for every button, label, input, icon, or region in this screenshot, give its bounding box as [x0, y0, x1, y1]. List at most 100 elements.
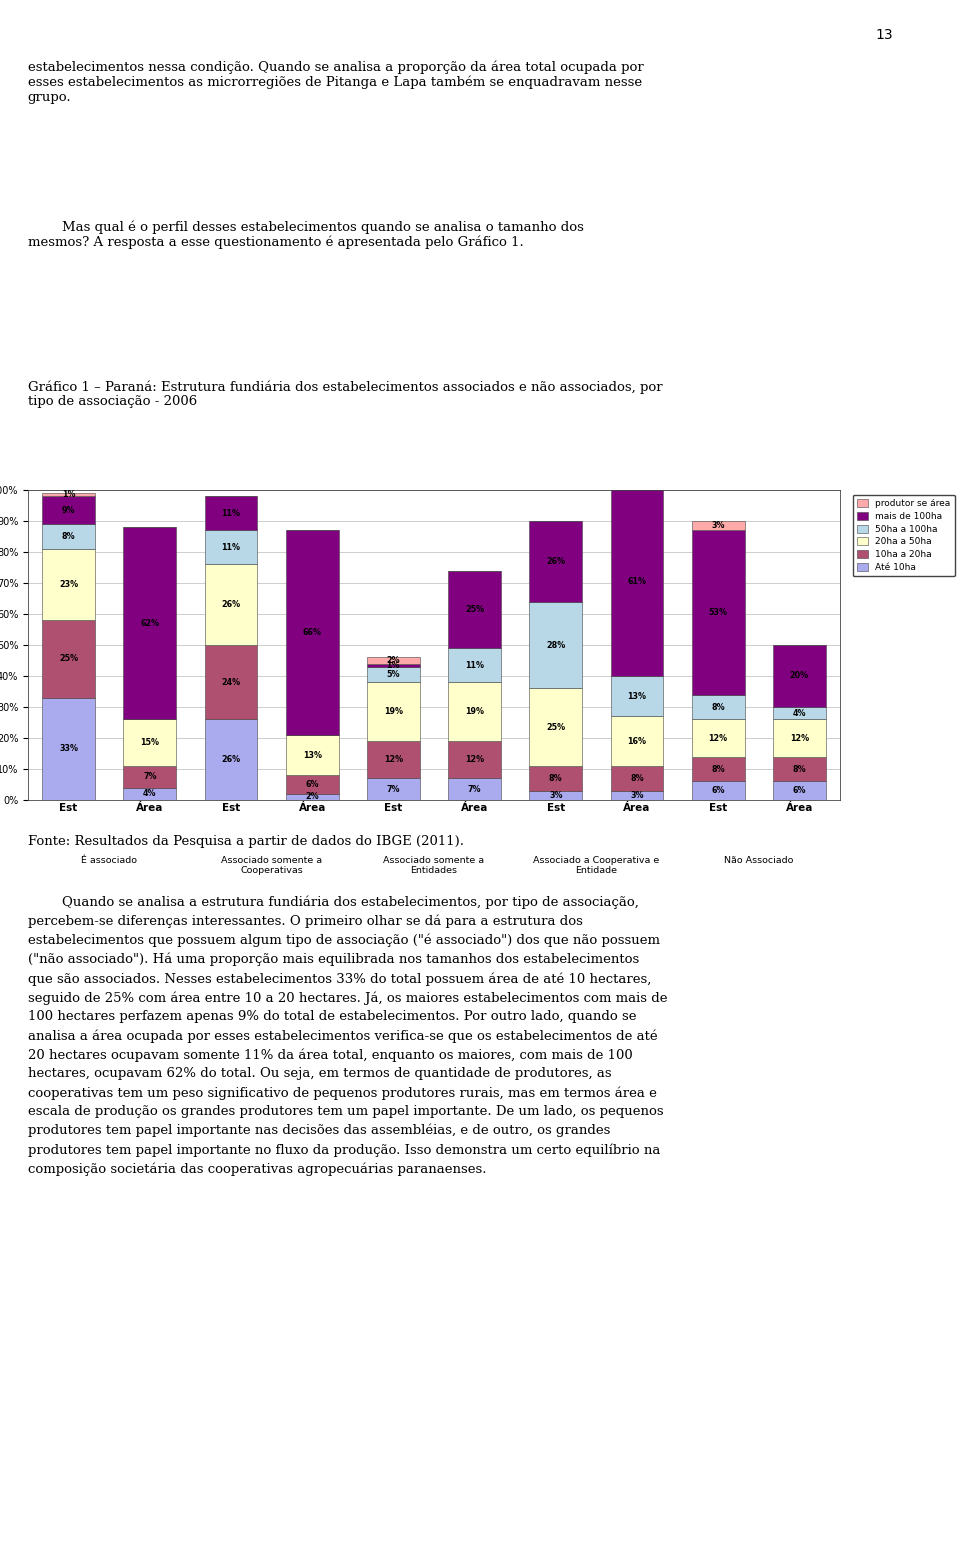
Text: 3%: 3% — [631, 791, 644, 800]
Text: 2%: 2% — [305, 792, 319, 801]
Bar — [204, 497, 257, 531]
Bar — [42, 549, 95, 620]
Bar — [367, 778, 420, 800]
Legend: produtor se área, mais de 100ha, 50ha a 100ha, 20ha a 50ha, 10ha a 20ha, Até 10h: produtor se área, mais de 100ha, 50ha a … — [852, 495, 955, 577]
Text: Quando se analisa a estrutura fundiária dos estabelecimentos, por tipo de associ: Quando se analisa a estrutura fundiária … — [28, 896, 667, 1176]
Text: 11%: 11% — [222, 509, 241, 518]
Bar — [204, 531, 257, 565]
Text: 12%: 12% — [790, 733, 809, 743]
Bar — [692, 531, 745, 695]
Text: Associado somente a
Cooperativas: Associado somente a Cooperativas — [221, 855, 323, 876]
Bar — [611, 676, 663, 716]
Text: 3%: 3% — [711, 521, 725, 531]
Bar — [42, 698, 95, 800]
Text: 66%: 66% — [302, 628, 322, 637]
Bar — [124, 528, 177, 719]
Bar — [692, 695, 745, 719]
Bar — [692, 719, 745, 756]
Text: 6%: 6% — [305, 780, 319, 789]
Bar — [611, 791, 663, 800]
Text: 28%: 28% — [546, 640, 565, 650]
Bar — [124, 787, 177, 800]
Text: 26%: 26% — [222, 600, 241, 610]
Text: Gráfico 1 – Paraná: Estrutura fundiária dos estabelecimentos associados e não as: Gráfico 1 – Paraná: Estrutura fundiária … — [28, 381, 662, 408]
Text: Fonte: Resultados da Pesquisa a partir de dados do IBGE (2011).: Fonte: Resultados da Pesquisa a partir d… — [28, 835, 464, 848]
Bar — [367, 667, 420, 682]
Text: 2%: 2% — [387, 656, 400, 665]
Bar — [42, 524, 95, 549]
Bar — [692, 781, 745, 800]
Text: 8%: 8% — [711, 702, 725, 712]
Bar — [529, 602, 582, 688]
Bar — [773, 781, 826, 800]
Text: 61%: 61% — [628, 577, 646, 586]
Text: 1%: 1% — [61, 490, 75, 500]
Bar — [204, 719, 257, 800]
Bar — [448, 571, 501, 648]
Bar — [367, 741, 420, 778]
Bar — [529, 521, 582, 602]
Text: 11%: 11% — [465, 661, 484, 670]
Bar — [124, 766, 177, 787]
Text: 25%: 25% — [546, 722, 565, 732]
Bar — [773, 719, 826, 756]
Text: 13%: 13% — [302, 750, 322, 760]
Text: É associado: É associado — [82, 855, 137, 865]
Text: 8%: 8% — [549, 774, 563, 783]
Bar — [529, 791, 582, 800]
Text: 7%: 7% — [143, 772, 156, 781]
Text: 15%: 15% — [140, 738, 159, 747]
Bar — [286, 531, 339, 735]
Text: 4%: 4% — [143, 789, 156, 798]
Text: 5%: 5% — [387, 670, 400, 679]
Bar — [367, 682, 420, 741]
Bar — [611, 766, 663, 791]
Text: 16%: 16% — [628, 736, 646, 746]
Bar — [42, 620, 95, 698]
Text: 23%: 23% — [59, 580, 78, 589]
Text: 19%: 19% — [465, 707, 484, 716]
Text: Mas qual é o perfil desses estabelecimentos quando se analisa o tamanho dos
mesm: Mas qual é o perfil desses estabelecimen… — [28, 220, 584, 249]
Bar — [773, 756, 826, 781]
Bar — [773, 645, 826, 707]
Bar — [204, 645, 257, 719]
Text: estabelecimentos nessa condição. Quando se analisa a proporção da área total ocu: estabelecimentos nessa condição. Quando … — [28, 60, 643, 104]
Text: 53%: 53% — [708, 608, 728, 617]
Text: 4%: 4% — [793, 709, 806, 718]
Text: 1%: 1% — [387, 661, 400, 670]
Text: 3%: 3% — [549, 791, 563, 800]
Bar — [204, 565, 257, 645]
Bar — [448, 778, 501, 800]
Text: 6%: 6% — [711, 786, 725, 795]
Text: 24%: 24% — [222, 678, 241, 687]
Text: 62%: 62% — [140, 619, 159, 628]
Bar — [367, 664, 420, 667]
Bar — [448, 741, 501, 778]
Bar — [367, 657, 420, 664]
Bar — [773, 707, 826, 719]
Bar — [286, 775, 339, 794]
Text: 13%: 13% — [628, 692, 646, 701]
Text: 12%: 12% — [465, 755, 484, 764]
Bar — [692, 756, 745, 781]
Text: 26%: 26% — [546, 557, 565, 566]
Text: 6%: 6% — [793, 786, 806, 795]
Bar — [529, 766, 582, 791]
Text: 25%: 25% — [465, 605, 484, 614]
Bar — [42, 497, 95, 524]
Text: 25%: 25% — [59, 654, 78, 664]
Text: 13: 13 — [876, 28, 893, 42]
Bar — [448, 648, 501, 682]
Text: Associado somente a
Entidades: Associado somente a Entidades — [383, 855, 485, 876]
Text: Associado a Cooperativa e
Entidade: Associado a Cooperativa e Entidade — [533, 855, 660, 876]
Bar — [448, 682, 501, 741]
Text: 8%: 8% — [793, 764, 806, 774]
Bar — [611, 487, 663, 676]
Text: 12%: 12% — [708, 733, 728, 743]
Bar — [529, 688, 582, 766]
Bar — [124, 719, 177, 766]
Text: 8%: 8% — [61, 532, 76, 541]
Text: 7%: 7% — [387, 784, 400, 794]
Text: Não Associado: Não Associado — [724, 855, 794, 865]
Text: 26%: 26% — [222, 755, 241, 764]
